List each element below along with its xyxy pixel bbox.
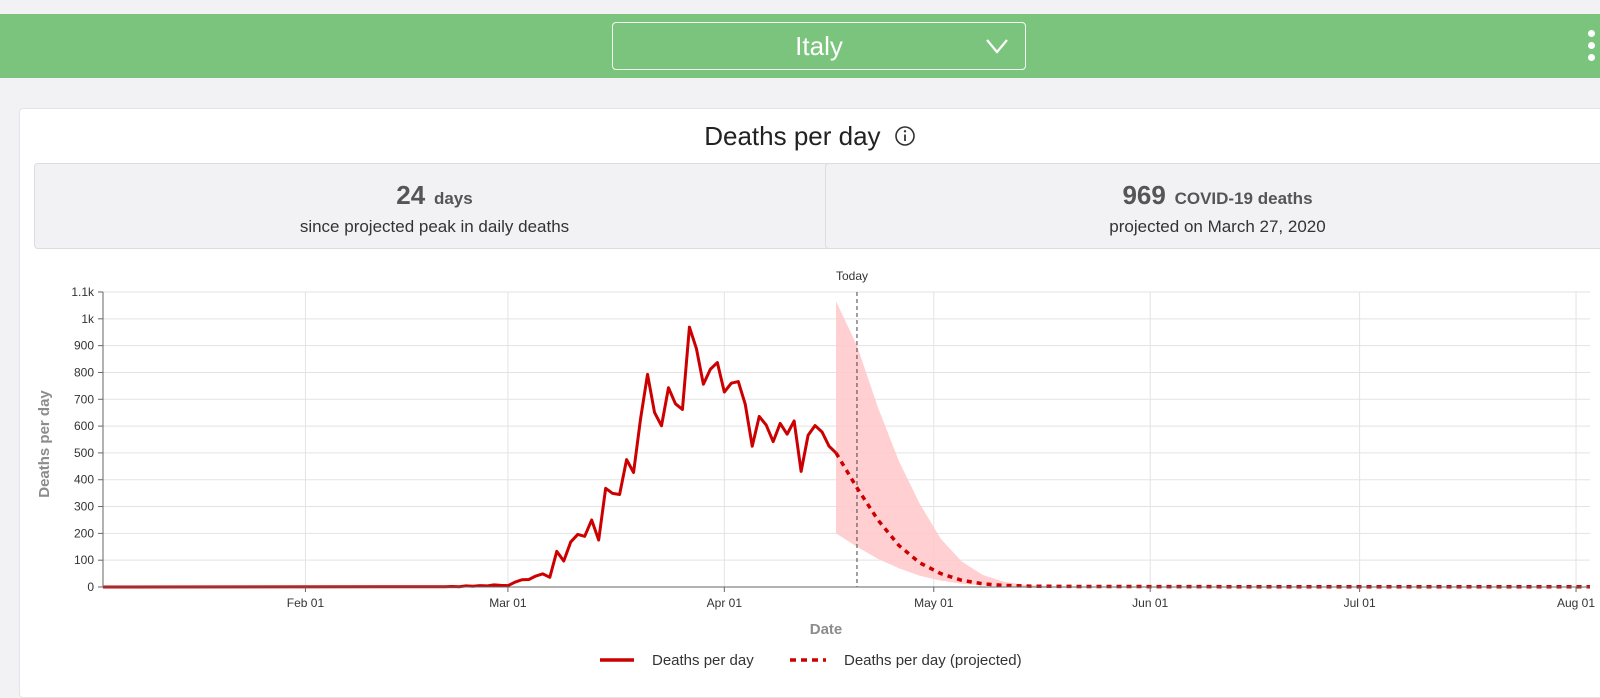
- legend: Deaths per day Deaths per day (projected…: [600, 652, 1022, 669]
- y-tick-label: 400: [74, 473, 94, 487]
- y-axis-title: Deaths per day: [36, 390, 53, 498]
- x-tick-label: Jun 01: [1132, 596, 1168, 610]
- y-tick-label: 100: [74, 553, 94, 567]
- y-tick-label: 500: [74, 446, 94, 460]
- x-tick-label: Feb 01: [287, 596, 325, 610]
- country-select-value: Italy: [795, 30, 843, 61]
- x-tick-label: Jul 01: [1344, 596, 1376, 610]
- x-tick-label: Apr 01: [707, 596, 743, 610]
- x-tick-label: May 01: [914, 596, 954, 610]
- y-tick-label: 1.1k: [71, 285, 95, 299]
- y-tick-label: 200: [74, 526, 94, 540]
- stat-peak-caption: since projected peak in daily deaths: [299, 217, 570, 236]
- stat-peak-unit: days: [433, 189, 473, 208]
- stat-max-caption: projected on March 27, 2020: [1109, 217, 1326, 236]
- deaths-chart: 0 100 200 300 400 500 600 700 800 900 1k 1.1k Feb 01…: [36, 269, 1595, 669]
- y-tick-label: 900: [74, 339, 94, 353]
- band-layer: [836, 301, 1053, 587]
- chevron-down-icon: [986, 39, 1008, 54]
- today-label: Today: [836, 269, 868, 283]
- series-line-actual: [102, 325, 838, 589]
- projection-uncertainty-band: [836, 301, 1053, 587]
- stat-card-peak: 24 days since projected peak in daily de…: [34, 163, 835, 249]
- legend-label-dashed: Deaths per day (projected): [844, 652, 1022, 669]
- x-tick-label: Mar 01: [489, 596, 527, 610]
- panel-title-text: Deaths per day: [704, 121, 881, 151]
- y-tick-label: 800: [74, 365, 94, 379]
- y-tick-label: 300: [74, 500, 94, 514]
- x-axis-title: Date: [810, 621, 843, 638]
- panel-title: Deaths per day: [20, 121, 1600, 152]
- chart-card: Deaths per day 24 days since projected p…: [19, 108, 1600, 698]
- stat-max-unit: COVID-19 deaths: [1174, 189, 1313, 208]
- stat-card-max-deaths: 969 COVID-19 deaths projected on March 2…: [825, 163, 1600, 249]
- y-tick-label: 600: [74, 419, 94, 433]
- country-select[interactable]: Italy: [612, 22, 1026, 70]
- stat-peak-value: 24: [396, 180, 426, 210]
- more-menu-icon[interactable]: [1588, 30, 1598, 64]
- stat-max-value: 969: [1122, 180, 1166, 210]
- y-tick-label: 1k: [81, 312, 95, 326]
- legend-label-solid: Deaths per day: [652, 652, 754, 669]
- axis-layer: 0 100 200 300 400 500 600 700 800 900 1k 1.1k Feb 01…: [71, 285, 1595, 610]
- top-bar: Italy: [0, 14, 1600, 78]
- info-icon[interactable]: [894, 125, 916, 147]
- y-tick-label: 0: [87, 580, 94, 594]
- x-tick-label: Aug 01: [1557, 596, 1595, 610]
- y-tick-label: 700: [74, 392, 94, 406]
